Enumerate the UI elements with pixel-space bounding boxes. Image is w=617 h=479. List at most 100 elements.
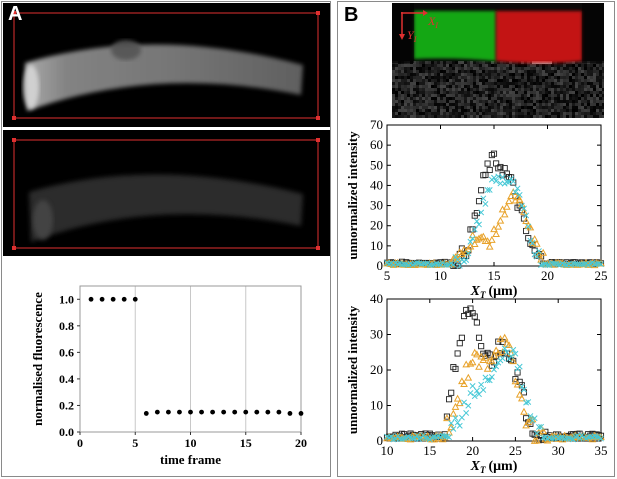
noise-pixel [485, 79, 488, 82]
noise-pixel [545, 100, 548, 103]
noise-pixel [410, 94, 413, 97]
noise-pixel [572, 70, 575, 73]
noise-pixel [581, 94, 584, 97]
noise-pixel [392, 79, 395, 82]
noise-pixel [566, 115, 569, 118]
noise-pixel [488, 112, 491, 115]
noise-pixel [416, 76, 419, 79]
noise-pixel [440, 97, 443, 100]
noise-pixel [470, 79, 473, 82]
noise-pixel [578, 109, 581, 112]
noise-pixel [524, 115, 527, 118]
noise-pixel [482, 109, 485, 112]
noise-pixel [599, 115, 602, 118]
noise-pixel [503, 100, 506, 103]
noise-pixel [506, 115, 509, 118]
noise-pixel [476, 91, 479, 94]
noise-pixel [557, 106, 560, 109]
noise-pixel [581, 97, 584, 100]
noise-pixel [398, 76, 401, 79]
noise-pixel [515, 103, 518, 106]
data-point-triangle [502, 202, 511, 210]
noise-pixel [398, 85, 401, 88]
noise-pixel [536, 67, 539, 70]
noise-pixel [566, 100, 569, 103]
data-point-cross [525, 223, 532, 230]
noise-pixel [443, 79, 446, 82]
noise-pixel [488, 70, 491, 73]
noise-pixel [560, 73, 563, 76]
noise-pixel [572, 97, 575, 100]
noise-pixel [413, 97, 416, 100]
noise-pixel [482, 100, 485, 103]
noise-pixel [467, 67, 470, 70]
noise-pixel [530, 94, 533, 97]
data-point-triangle [500, 210, 509, 218]
noise-pixel [521, 109, 524, 112]
data-point-square [482, 171, 489, 178]
noise-pixel [398, 64, 401, 67]
noise-pixel [581, 82, 584, 85]
noise-pixel [392, 106, 395, 109]
noise-pixel [497, 109, 500, 112]
data-point-triangle [509, 357, 518, 365]
noise-pixel [497, 85, 500, 88]
noise-pixel [461, 100, 464, 103]
noise-pixel [464, 112, 467, 115]
noise-pixel [470, 112, 473, 115]
data-point-square [505, 355, 513, 362]
noise-pixel [554, 94, 557, 97]
noise-pixel [443, 85, 446, 88]
noise-pixel [602, 79, 604, 82]
noise-pixel [590, 103, 593, 106]
noise-pixel [479, 91, 482, 94]
noise-pixel [473, 109, 476, 112]
x-tick-label: 20 [466, 443, 479, 458]
noise-pixel [590, 100, 593, 103]
noise-pixel [578, 79, 581, 82]
noise-pixel [524, 94, 527, 97]
noise-pixel [416, 115, 419, 118]
noise-pixel [428, 82, 431, 85]
noise-pixel [488, 106, 491, 109]
data-point-cross [525, 399, 532, 405]
noise-pixel [554, 67, 557, 70]
data-point-triangle [539, 427, 548, 435]
noise-pixel [509, 112, 512, 115]
noise-pixel [422, 88, 425, 91]
noise-pixel [548, 70, 551, 73]
noise-pixel [530, 82, 533, 85]
noise-pixel [551, 88, 554, 91]
noise-pixel [494, 64, 497, 67]
noise-pixel [485, 73, 488, 76]
noise-pixel [401, 70, 404, 73]
noise-pixel [449, 100, 452, 103]
noise-pixel [449, 61, 452, 64]
noise-pixel [482, 85, 485, 88]
noise-pixel [494, 88, 497, 91]
noise-pixel [545, 103, 548, 106]
noise-pixel [533, 85, 536, 88]
micrograph-postbleach-image [12, 138, 320, 250]
noise-pixel [596, 73, 599, 76]
noise-pixel [548, 85, 551, 88]
noise-pixel [452, 112, 455, 115]
noise-pixel [398, 106, 401, 109]
noise-pixel [503, 97, 506, 100]
noise-pixel [425, 82, 428, 85]
noise-pixel [509, 97, 512, 100]
noise-pixel [461, 82, 464, 85]
noise-pixel [398, 103, 401, 106]
data-point [88, 296, 94, 302]
x-axis-label: XT (μm) [470, 284, 518, 299]
noise-pixel [491, 106, 494, 109]
data-point-square [576, 430, 583, 437]
noise-pixel [467, 100, 470, 103]
noise-pixel [440, 85, 443, 88]
x-axis-label-unit: (μm) [488, 459, 517, 474]
noise-pixel [455, 82, 458, 85]
noise-pixel [443, 70, 446, 73]
noise-pixel [533, 100, 536, 103]
noise-pixel [449, 115, 452, 118]
noise-pixel [419, 82, 422, 85]
